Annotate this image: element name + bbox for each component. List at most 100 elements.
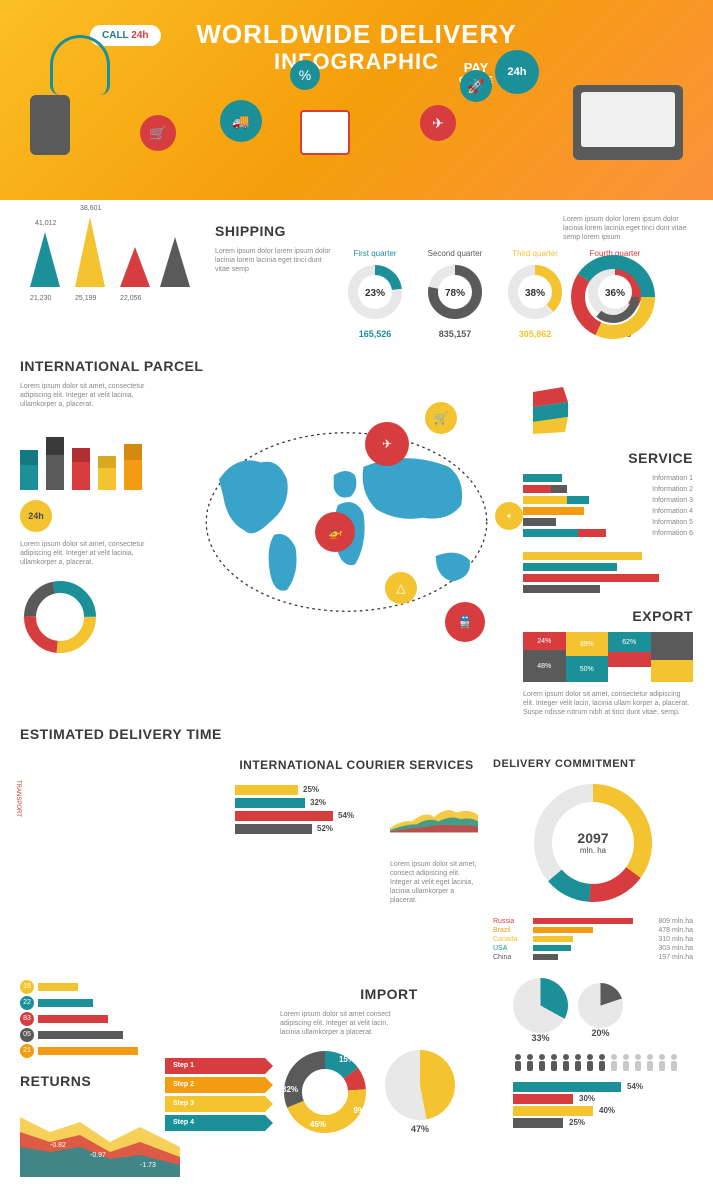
person-icon: [669, 1053, 679, 1074]
parcel-bar: [46, 437, 64, 490]
person-icon: [573, 1053, 583, 1074]
person-icon: [537, 1053, 547, 1074]
commitment-unit: mln. ha: [580, 846, 606, 855]
parcel-bar-chart: [20, 420, 170, 490]
person-icon: [561, 1053, 571, 1074]
import-charts: 15% 9% 32% 45% 47%: [280, 1047, 498, 1137]
step-arrow: Step 4.step:nth-child(4)::after{border-l…: [165, 1115, 265, 1131]
shipping-gauge: Second quarter 78% 835,157: [425, 249, 485, 339]
service-row: Information 4: [523, 507, 693, 515]
person-icon: [657, 1053, 667, 1074]
pie-label-20: 20%: [578, 1028, 623, 1038]
headset-icon: [50, 35, 110, 95]
service-hbars: [523, 552, 693, 593]
map-marker-icon: ✈: [365, 422, 409, 466]
map-namerica: [219, 461, 288, 534]
map-samerica: [269, 534, 297, 591]
parcel-bar: [98, 456, 116, 490]
step-arrow: Step 2.step:nth-child(2)::after{border-l…: [165, 1077, 265, 1093]
export-col: 62%: [608, 632, 651, 682]
export-col: [651, 632, 694, 682]
svg-text:-1.73: -1.73: [140, 1162, 156, 1169]
svg-text:-0.82: -0.82: [50, 1142, 66, 1149]
parcel-arc-chart: [20, 577, 100, 657]
right-donut-chart: [563, 247, 663, 347]
export-col: 39%50%: [566, 632, 609, 682]
delivery-triangle: [170, 795, 220, 840]
pie-label-47: 47%: [385, 1124, 455, 1134]
country-row: China197 mln.ha: [493, 954, 693, 961]
returns-chart: -0.82 -0.97 -1.73: [20, 1097, 180, 1177]
svg-text:23%: 23%: [365, 288, 385, 299]
service-row: Information 2: [523, 485, 693, 493]
courier-hbars: 25%32%54%52%: [235, 782, 375, 905]
delivery-triangles: TRANSPORT: [20, 750, 220, 840]
service-row: Information 6: [523, 529, 693, 537]
map-title: INTERNATIONAL COURIER SERVICES: [235, 758, 478, 772]
basket-icon: 🛒: [140, 115, 176, 151]
delivery-triangle: [120, 785, 170, 840]
badge-text: 24h: [28, 511, 44, 521]
numbered-bar: 21: [20, 1044, 150, 1058]
final-bar: 25%: [513, 1118, 693, 1128]
service-hbar: [523, 585, 600, 593]
parcel-bar: [124, 444, 142, 490]
laptop-screen: [581, 92, 675, 147]
person-icon: [597, 1053, 607, 1074]
delivery-triangle: [70, 775, 120, 840]
shipping-lorem: Lorem ipsum dolor lorem ipsum dolor laci…: [215, 247, 335, 274]
delivery-title: ESTIMATED DELIVERY TIME: [20, 726, 693, 742]
country-bars: Russia809 mln.haBrazil478 mln.haCanada31…: [493, 918, 693, 961]
right-donut-lorem: Lorem ipsum dolor lorem ipsum dolor laci…: [563, 215, 693, 242]
parcel-title: INTERNATIONAL PARCEL: [20, 358, 693, 374]
commitment-center: 2097 mln. ha: [558, 808, 628, 878]
pie-label-33: 33%: [513, 1033, 568, 1043]
service-row: Information 1: [523, 474, 693, 482]
commitment-title: DELIVERY COMMITMENT: [493, 758, 693, 770]
courier-hbar: 25%: [235, 785, 375, 795]
import-pie-47: [385, 1050, 455, 1120]
truck-icon: 🚚: [220, 100, 262, 142]
service-stack-chart: [523, 382, 693, 442]
map-marker-icon: 🚁: [315, 512, 355, 552]
badge-24h-icon: 24h: [495, 50, 539, 94]
person-icon: [585, 1053, 595, 1074]
import-title: IMPORT: [280, 986, 498, 1002]
commitment-value: 2097: [577, 830, 608, 846]
map-europe: [334, 471, 357, 498]
service-hbar: [523, 563, 617, 571]
map-asia: [363, 459, 462, 520]
service-hbar: [523, 574, 659, 582]
parcel-bar: [72, 448, 90, 490]
numbered-bar: 15: [20, 980, 150, 994]
donut-pct-32: 32%: [282, 1085, 298, 1094]
peak-bar: [160, 237, 190, 290]
shipping-gauge: Third quarter 38% 305,862: [505, 249, 565, 339]
donut-pct-9: 9%: [353, 1106, 365, 1115]
courier-hbar: 32%: [235, 798, 375, 808]
svg-text:78%: 78%: [445, 288, 465, 299]
courier-area-chart: [390, 782, 478, 852]
peak-bar: 22,056: [120, 247, 150, 290]
country-row: Brazil478 mln.ha: [493, 927, 693, 934]
import-lorem: Lorem ipsum dolor sit amet consect adipi…: [280, 1010, 400, 1037]
badge-24h-text: 24h: [508, 66, 527, 78]
donut-pct-15: 15%: [339, 1055, 355, 1064]
country-row: USA303 mln.ha: [493, 945, 693, 952]
numbered-bar: 05: [20, 1028, 150, 1042]
hero-banner: CALL 24h WORLDWIDE DELIVERY INFOGRAPHIC …: [0, 0, 713, 200]
store-icon: [300, 110, 350, 155]
person-icon: [609, 1053, 619, 1074]
shipping-gauge: First quarter 23% 165,526: [345, 249, 405, 339]
courier-lorem: Lorem ipsum dolor sit amet, consect adip…: [390, 860, 478, 905]
country-row: Canada310 mln.ha: [493, 936, 693, 943]
service-bars: Information 1Information 2Information 3I…: [523, 474, 693, 537]
import-pie-20: [578, 983, 623, 1028]
courier-hbar: 52%: [235, 824, 375, 834]
returns-title: RETURNS: [20, 1073, 150, 1089]
step-arrow: Step 3.step:nth-child(3)::after{border-l…: [165, 1096, 265, 1112]
person-icon: [549, 1053, 559, 1074]
hero-icons-layer: 🛒 🚚 % ✈ 🚀 24h: [0, 0, 713, 200]
world-map-area: ✈🛒🚁△🚆•: [185, 392, 508, 652]
percent-icon: %: [290, 60, 320, 90]
